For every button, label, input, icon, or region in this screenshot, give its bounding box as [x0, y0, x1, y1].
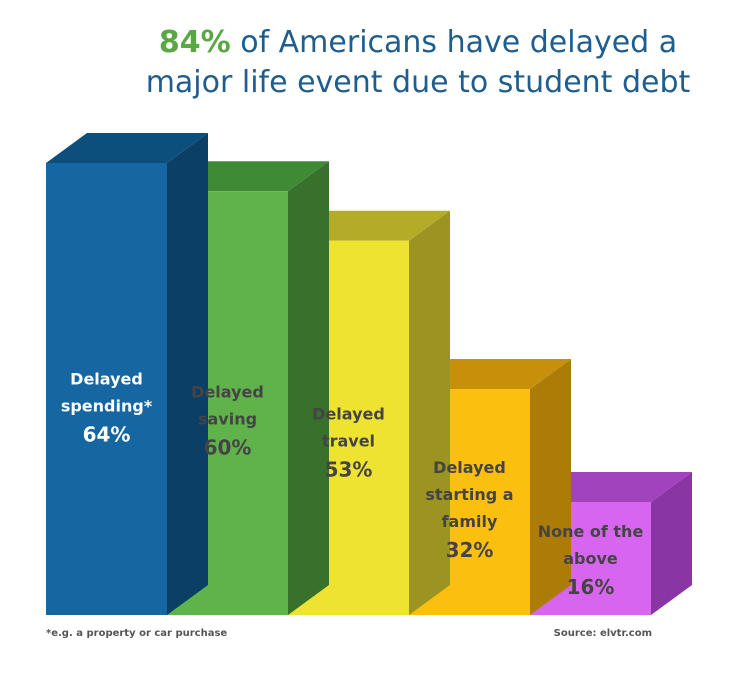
- bar-value-label: 16%: [567, 575, 615, 599]
- bar-category-label: family: [442, 512, 498, 531]
- source-note: Source: elvtr.com: [554, 628, 652, 639]
- bar-1: [46, 133, 208, 615]
- bar-front-face: [46, 163, 167, 615]
- bar-value-label: 60%: [204, 435, 252, 459]
- bar-category-label: travel: [322, 432, 375, 451]
- bar-side-face: [167, 133, 208, 615]
- title-highlight: 84%: [159, 25, 231, 60]
- title-line1: of Americans have delayed a: [231, 25, 677, 60]
- bar-side-face: [288, 161, 329, 615]
- bar-value-label: 64%: [83, 423, 131, 447]
- bar-side-face: [530, 359, 571, 615]
- bar-group: Delayed spending* 64% Delayed saving 60% Delay…: [46, 133, 692, 615]
- bar-value-label: 53%: [325, 458, 373, 482]
- svg-text:84% of Americans have delayed: 84% of Americans have delayed a: [159, 25, 677, 60]
- bar-side-face: [409, 210, 450, 615]
- bar-category-label: Delayed: [191, 382, 264, 401]
- bar-category-label: Delayed: [433, 458, 506, 477]
- bar-category-label: Delayed: [70, 370, 143, 389]
- bar-category-label: above: [563, 549, 618, 568]
- bar-category-label: spending*: [61, 397, 153, 416]
- bar-value-label: 32%: [446, 538, 494, 562]
- chart-title: 84% of Americans have delayed a major li…: [146, 25, 691, 100]
- bar-category-label: Delayed: [312, 405, 385, 424]
- bar-category-label: starting a: [425, 485, 513, 504]
- title-line2: major life event due to student debt: [146, 65, 691, 100]
- bar-top-face: [46, 133, 208, 163]
- footnote: *e.g. a property or car purchase: [46, 628, 227, 639]
- bar-category-label: saving: [198, 409, 257, 428]
- bar-category-label: None of the: [538, 522, 644, 541]
- bar-side-face: [651, 472, 692, 615]
